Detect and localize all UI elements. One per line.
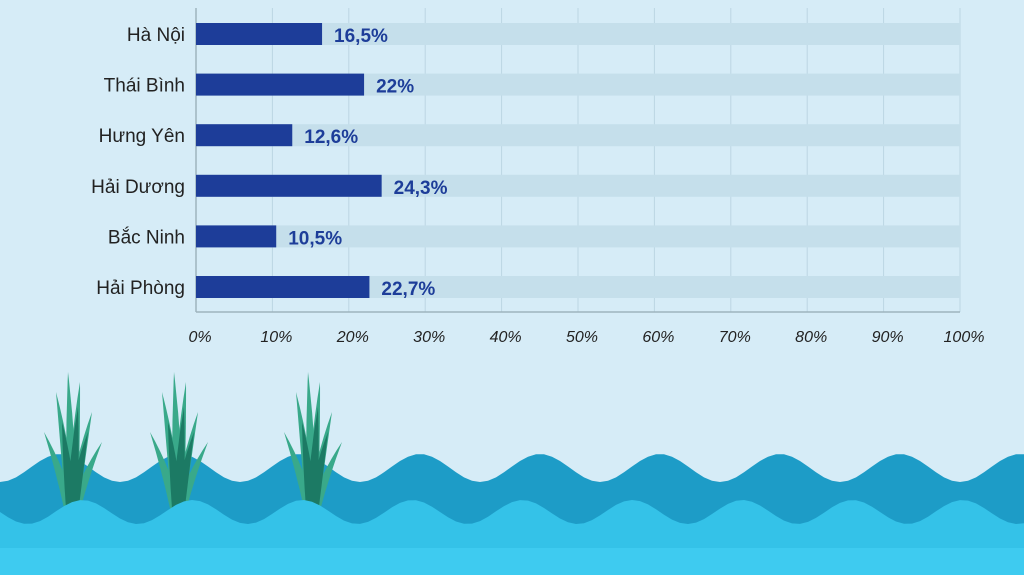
x-tick-label: 50% xyxy=(566,329,598,346)
bar xyxy=(196,225,277,248)
reed-leaf xyxy=(67,432,88,522)
category-label: Hải Dương xyxy=(91,177,185,198)
bar xyxy=(196,276,370,298)
value-label: 22% xyxy=(376,77,414,98)
category-labels: Hà Nội Thái Bình Hưng Yên Hải Dương Bắc Ninh… xyxy=(91,25,185,299)
category-label: Hải Phòng xyxy=(96,278,185,299)
bar xyxy=(196,73,365,96)
decoration-layer xyxy=(0,372,1024,575)
value-labels: 16,5% 22% 12,6% 24,3% 10,5% 22,7% xyxy=(288,26,447,300)
reed-leaf xyxy=(307,432,328,522)
bar-track xyxy=(196,23,960,45)
bar-track xyxy=(196,174,960,197)
x-tick-label: 10% xyxy=(260,329,292,346)
x-tick-label: 30% xyxy=(413,329,445,346)
category-label: Hà Nội xyxy=(127,25,185,46)
x-axis-tick-labels: 0% 10% 20% 30% 40% 50% 60% 70% 80% 90% 100% xyxy=(188,329,984,346)
x-tick-label: 100% xyxy=(944,329,985,346)
water-bottom xyxy=(0,548,1024,575)
x-tick-label: 40% xyxy=(490,329,522,346)
value-label: 12,6% xyxy=(304,127,358,148)
value-label: 24,3% xyxy=(394,178,448,199)
x-tick-label: 70% xyxy=(719,329,751,346)
x-tick-label: 90% xyxy=(872,329,904,346)
category-label: Bắc Ninh xyxy=(108,226,185,248)
category-label: Thái Bình xyxy=(104,76,185,97)
bar-track xyxy=(196,225,960,248)
value-label: 10,5% xyxy=(288,228,342,249)
category-label: Hưng Yên xyxy=(99,126,185,147)
bar xyxy=(196,174,382,197)
bar-tracks xyxy=(196,23,960,298)
x-tick-label: 0% xyxy=(188,329,211,346)
x-tick-label: 80% xyxy=(795,329,827,346)
x-tick-label: 20% xyxy=(336,329,369,346)
reed-leaf xyxy=(173,432,194,522)
reed-plant-2 xyxy=(143,372,213,536)
bars xyxy=(196,23,382,298)
bar-track xyxy=(196,73,960,96)
bar xyxy=(196,124,293,147)
value-label: 16,5% xyxy=(334,26,388,47)
bar-track xyxy=(196,276,960,298)
value-label: 22,7% xyxy=(381,279,435,300)
bar-track xyxy=(196,124,960,147)
gridlines xyxy=(195,8,961,313)
x-tick-label: 60% xyxy=(642,329,674,346)
bar xyxy=(196,23,323,45)
